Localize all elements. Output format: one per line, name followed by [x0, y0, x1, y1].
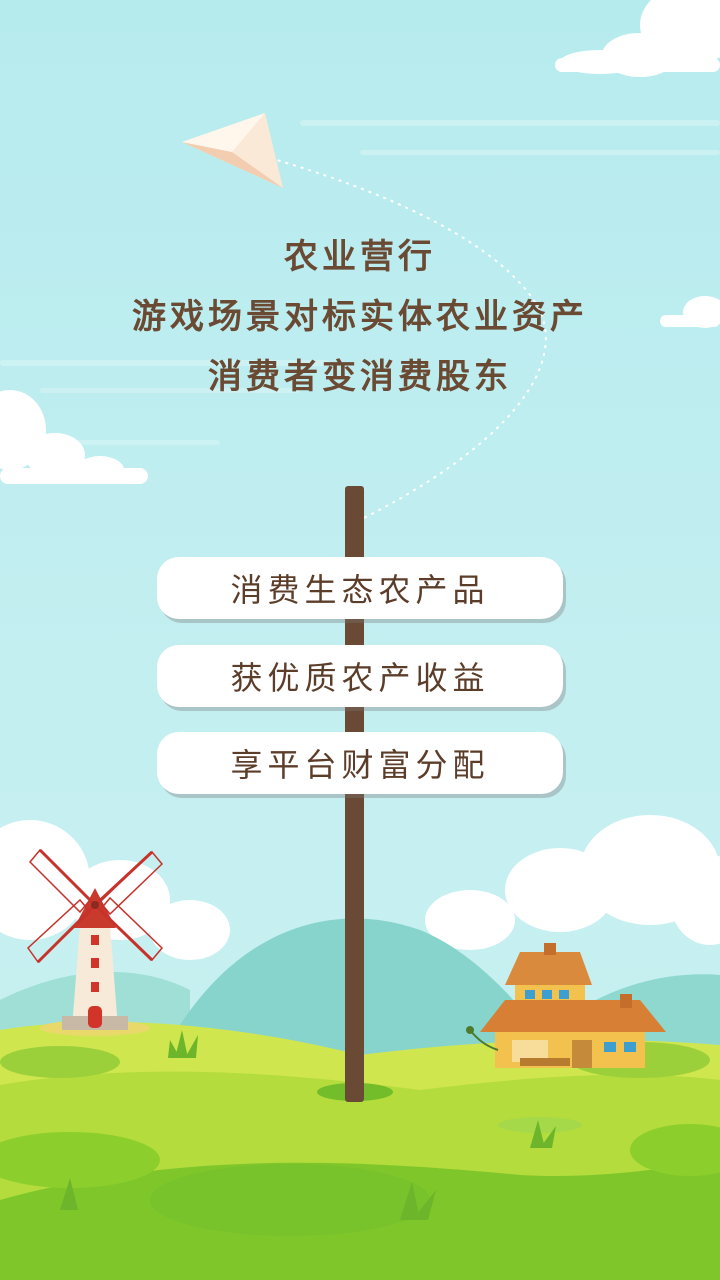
farmhouse-icon — [466, 943, 666, 1068]
sign-quality-agri-returns[interactable]: 获优质农产收益 — [157, 645, 563, 707]
sign-consume-eco-products[interactable]: 消费生态农产品 — [157, 557, 563, 619]
windmill-icon — [27, 848, 164, 1036]
grass-mound-left — [0, 1132, 160, 1188]
headline-title: 农业营行 — [284, 237, 436, 277]
headline-subtitle: 游戏场景对标实体农业资产 — [132, 297, 588, 337]
flight-path — [269, 157, 547, 521]
bush-left — [0, 1046, 120, 1078]
cloud-lower-left — [0, 820, 230, 960]
sign-platform-wealth-share[interactable]: 享平台财富分配 — [157, 732, 563, 794]
grass-tufts — [60, 1030, 556, 1220]
cloud-mid-right — [660, 296, 720, 328]
paper-plane-icon — [182, 113, 283, 188]
cloud-left — [0, 390, 148, 484]
signpost-pole — [345, 486, 364, 1102]
cloud-top-right — [555, 0, 720, 77]
cloud-lower-right — [425, 815, 720, 950]
headline-slogan: 消费者变消费股东 — [208, 357, 512, 397]
pond — [498, 1117, 582, 1133]
sky-streaks — [0, 120, 720, 445]
grass-mound-right — [630, 1124, 720, 1176]
grass-mound-center — [150, 1164, 430, 1236]
